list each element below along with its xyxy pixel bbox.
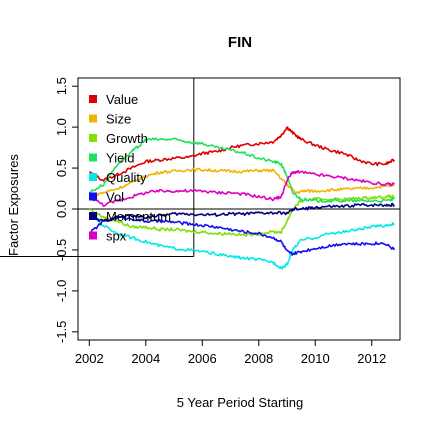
series-line-yield xyxy=(89,137,396,203)
y-tick-label: 0.0 xyxy=(54,200,69,218)
legend-swatch-size xyxy=(89,114,97,123)
series-line-spx xyxy=(89,169,396,207)
series-lines xyxy=(88,126,396,270)
legend-swatch-momentum xyxy=(89,212,97,220)
legend-label-value: Value xyxy=(106,92,138,107)
y-axis: -1.5 -1.0 -0.5 0.0 0.5 1.0 1.5 xyxy=(54,77,79,343)
x-axis-label: 5 Year Period Starting xyxy=(177,395,303,410)
legend-label-growth: Growth xyxy=(106,131,148,146)
x-axis: 2002 2004 2006 2008 2010 2012 xyxy=(75,339,386,366)
legend-label-vol: Vol xyxy=(106,190,124,205)
y-tick-label: -0.5 xyxy=(54,239,69,261)
y-tick-label: -1.0 xyxy=(54,280,69,302)
legend-label-size: Size xyxy=(106,112,131,127)
series-line-momentum xyxy=(88,202,396,223)
x-tick-label: 2008 xyxy=(244,351,273,366)
reference-lines xyxy=(0,78,400,257)
series-line-growth xyxy=(88,194,395,237)
legend-swatch-spx xyxy=(89,231,97,240)
y-tick-label: 1.5 xyxy=(54,77,69,95)
legend-label-quality: Quality xyxy=(106,170,147,185)
chart-title: FIN xyxy=(228,34,252,51)
x-tick-label: 2004 xyxy=(131,351,160,366)
y-tick-label: 0.5 xyxy=(54,159,69,177)
legend-swatch-quality xyxy=(89,173,97,181)
legend-swatch-vol xyxy=(89,192,97,201)
series-line-value xyxy=(89,126,396,182)
legend-label-momentum: Momentum xyxy=(106,209,171,224)
legend-swatch-growth xyxy=(89,134,97,142)
y-axis-label: Factor Exposures xyxy=(6,154,21,256)
legend-swatch-value xyxy=(89,95,97,103)
x-tick-label: 2002 xyxy=(75,351,104,366)
series-line-size xyxy=(88,167,395,198)
y-tick-label: 1.0 xyxy=(54,118,69,136)
legend: Value Size Growth Yield Quality Vol Momentum sp… xyxy=(89,92,171,244)
series-line-vol xyxy=(89,215,396,256)
series-line-quality xyxy=(88,212,395,270)
legend-swatch-yield xyxy=(89,153,97,162)
x-tick-label: 2010 xyxy=(301,351,330,366)
x-tick-label: 2012 xyxy=(357,351,386,366)
y-tick-label: -1.5 xyxy=(54,321,69,343)
legend-label-spx: spx xyxy=(106,229,127,244)
legend-label-yield: Yield xyxy=(106,151,134,166)
x-tick-label: 2006 xyxy=(188,351,217,366)
